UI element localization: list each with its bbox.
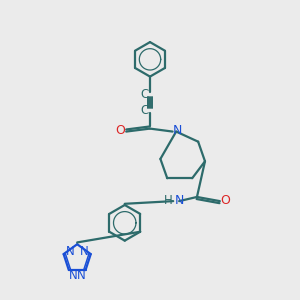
- Text: C: C: [140, 104, 149, 117]
- Text: N: N: [66, 244, 74, 258]
- Text: H: H: [164, 194, 173, 207]
- Text: O: O: [220, 194, 230, 207]
- Text: O: O: [115, 124, 125, 137]
- Text: N: N: [80, 244, 88, 258]
- Text: N: N: [69, 269, 77, 282]
- Text: N: N: [77, 269, 86, 282]
- Text: C: C: [140, 88, 149, 101]
- Text: N: N: [173, 124, 182, 137]
- Text: N: N: [174, 194, 184, 207]
